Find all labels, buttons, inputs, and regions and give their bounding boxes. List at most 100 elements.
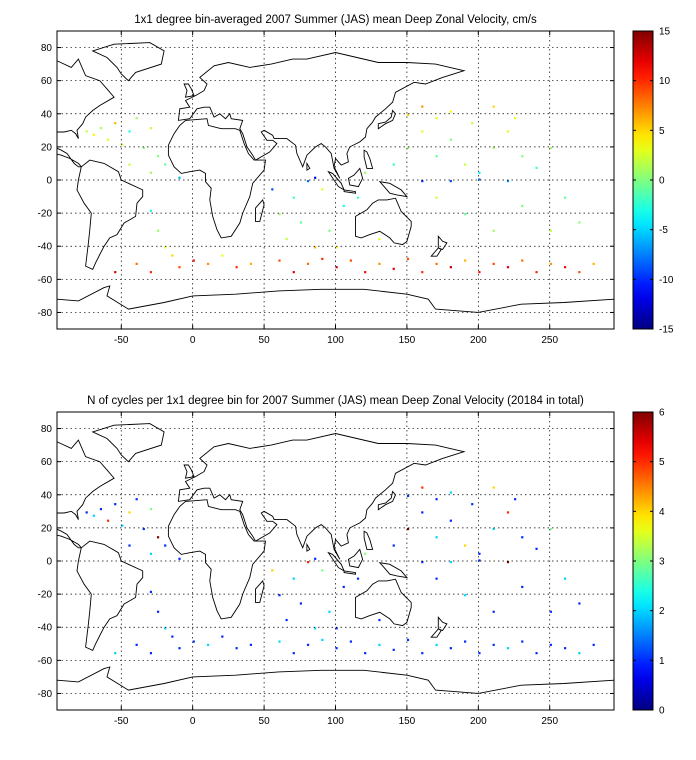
coastline bbox=[377, 109, 397, 130]
data-bin bbox=[135, 643, 138, 646]
coastline bbox=[76, 540, 144, 652]
data-bin bbox=[328, 229, 331, 232]
data-bin bbox=[449, 519, 452, 522]
data-bin bbox=[121, 524, 124, 527]
data-bin bbox=[464, 259, 467, 262]
coastline bbox=[430, 247, 442, 257]
data-bin bbox=[435, 117, 438, 120]
data-bin bbox=[449, 561, 452, 564]
y-tick-label: 40 bbox=[41, 109, 53, 120]
data-bin bbox=[292, 652, 295, 655]
data-bin bbox=[435, 262, 438, 265]
data-bin bbox=[535, 271, 538, 274]
data-bin bbox=[164, 544, 167, 547]
data-bin bbox=[478, 559, 481, 562]
data-bin bbox=[114, 503, 117, 506]
data-bin bbox=[285, 618, 288, 622]
coastline bbox=[183, 464, 195, 479]
colorbar-tick-label: 6 bbox=[659, 408, 665, 419]
coastline bbox=[76, 159, 144, 271]
data-bin bbox=[149, 552, 153, 555]
data-bin bbox=[135, 117, 138, 120]
data-bin bbox=[471, 122, 474, 125]
data-bin bbox=[235, 647, 238, 650]
data-bin bbox=[128, 511, 131, 514]
data-bin bbox=[378, 237, 381, 241]
y-tick-label: -60 bbox=[38, 656, 53, 667]
data-bin bbox=[592, 643, 595, 646]
y-tick-label: -40 bbox=[38, 242, 53, 253]
data-bin bbox=[378, 262, 381, 265]
data-bin bbox=[314, 176, 317, 179]
data-bin bbox=[99, 127, 103, 130]
data-bin bbox=[306, 262, 310, 265]
data-bin bbox=[392, 267, 395, 270]
data-bin bbox=[321, 569, 324, 572]
data-bin bbox=[164, 246, 167, 249]
data-bin bbox=[306, 561, 310, 564]
data-bin bbox=[149, 127, 153, 130]
data-bin bbox=[421, 652, 424, 655]
data-bin bbox=[492, 262, 495, 265]
data-bin bbox=[149, 271, 153, 274]
x-tick-label: 150 bbox=[399, 335, 416, 346]
data-bin bbox=[506, 180, 510, 183]
data-bin bbox=[449, 180, 452, 183]
data-bin bbox=[278, 594, 281, 597]
data-bin bbox=[306, 180, 310, 183]
data-bin bbox=[421, 486, 424, 489]
data-bin bbox=[406, 257, 410, 261]
x-tick-label: 50 bbox=[259, 335, 271, 346]
data-bin bbox=[164, 163, 167, 166]
data-bin bbox=[449, 266, 452, 269]
data-bin bbox=[549, 262, 552, 265]
data-bin bbox=[392, 648, 395, 651]
data-bin bbox=[578, 652, 581, 655]
coastline bbox=[91, 423, 165, 463]
data-bin bbox=[292, 196, 295, 199]
data-bin bbox=[521, 155, 524, 158]
data-bin bbox=[121, 143, 124, 146]
data-bin bbox=[521, 259, 524, 262]
coastline bbox=[327, 551, 346, 572]
data-bin bbox=[278, 640, 281, 643]
coastline bbox=[91, 42, 165, 82]
data-bin bbox=[406, 146, 410, 150]
y-tick-label: 20 bbox=[41, 142, 53, 153]
data-bin bbox=[156, 536, 160, 539]
data-bin bbox=[271, 569, 274, 572]
data-bin bbox=[156, 155, 160, 158]
coastline bbox=[57, 285, 614, 329]
data-bin bbox=[492, 527, 495, 531]
colorbar-tick-label: 0 bbox=[659, 176, 665, 187]
data-bin bbox=[114, 122, 117, 125]
data-bin bbox=[306, 643, 310, 646]
data-bin bbox=[192, 259, 195, 262]
y-tick-label: 60 bbox=[41, 457, 53, 468]
data-bin bbox=[221, 254, 224, 257]
data-bin bbox=[578, 602, 581, 605]
colorbar-tick-label: 4 bbox=[659, 507, 665, 518]
data-bin bbox=[328, 610, 331, 613]
coastline bbox=[347, 548, 364, 569]
data-bin bbox=[578, 221, 581, 224]
data-bin bbox=[535, 652, 538, 655]
data-bin bbox=[335, 266, 338, 269]
x-tick-label: -50 bbox=[114, 335, 129, 346]
chart-panel-2: N of cycles per 1x1 degree bin for 2007 … bbox=[38, 395, 665, 727]
data-bin bbox=[364, 652, 367, 655]
data-bin bbox=[192, 640, 195, 643]
data-bin bbox=[549, 146, 552, 150]
data-bin bbox=[114, 271, 117, 274]
data-bin bbox=[335, 246, 338, 249]
x-tick-label: 100 bbox=[327, 335, 344, 346]
x-tick-label: 0 bbox=[190, 716, 196, 727]
data-bin bbox=[292, 577, 295, 580]
data-bin bbox=[378, 643, 381, 646]
data-bin bbox=[249, 643, 253, 646]
data-bin bbox=[92, 133, 95, 136]
data-bin bbox=[449, 647, 452, 650]
coastline bbox=[347, 167, 364, 188]
colorbar-tick-label: -5 bbox=[659, 225, 668, 236]
data-bin bbox=[564, 266, 567, 269]
